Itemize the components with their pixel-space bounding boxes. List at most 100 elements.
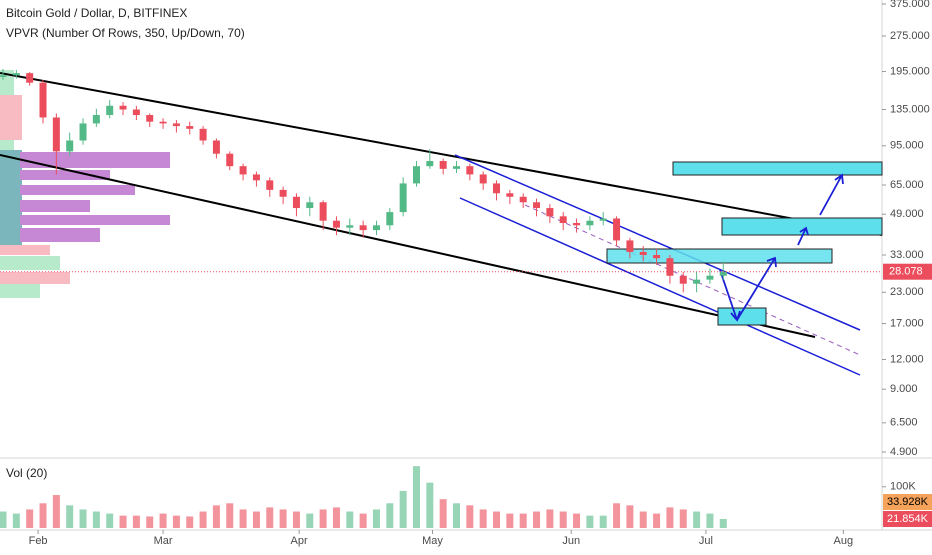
y-tick-label: 33.000: [890, 249, 924, 261]
last-price-box: [883, 263, 932, 280]
volume-bar: [279, 509, 287, 528]
volume-bar: [79, 509, 87, 528]
candle-body: [479, 174, 487, 184]
candle-body: [706, 275, 714, 280]
candle-body: [106, 105, 114, 116]
x-tick-label: Feb: [29, 535, 48, 547]
y-tick-label: 195.000: [890, 65, 930, 77]
candle-body: [239, 166, 247, 175]
candle-body: [586, 220, 594, 226]
volume-bar: [599, 515, 607, 528]
x-tick-label: May: [422, 535, 443, 547]
volume-last-label: 21.854K: [887, 513, 929, 525]
candle-body: [132, 109, 140, 116]
volume-bar: [506, 513, 514, 528]
volume-bar: [266, 507, 274, 528]
drawings: [0, 72, 883, 376]
volume-bar: [12, 513, 20, 528]
volume-bar: [386, 503, 394, 528]
volume-bar: [399, 490, 407, 528]
candle-body: [172, 123, 180, 127]
volume-last-box: [883, 510, 932, 527]
volume-bar: [453, 503, 461, 528]
candle-body: [332, 220, 340, 228]
candle-body: [372, 225, 380, 231]
volume-bar: [132, 515, 140, 528]
volume-bar: [573, 513, 581, 528]
candle-body: [292, 196, 300, 209]
volume-bar: [186, 516, 194, 528]
x-tick-label: Apr: [291, 535, 308, 547]
volume-bar: [26, 509, 34, 528]
x-tick-label: Mar: [154, 535, 173, 547]
y-tick-label: 375.000: [890, 0, 930, 10]
candle-body: [399, 183, 407, 213]
volume-bar: [719, 518, 727, 528]
candle-body: [252, 174, 260, 181]
volume-bar: [92, 511, 100, 528]
candle-body: [653, 255, 661, 259]
candle-body: [39, 82, 47, 118]
volume-ma-label: 33.928K: [887, 496, 929, 508]
volume-bar: [493, 511, 501, 528]
volume-bar: [39, 503, 47, 528]
y-tick-label: 4.900: [890, 446, 918, 458]
volume-bar: [292, 511, 300, 528]
candle-body: [613, 218, 621, 241]
volume-bar: [533, 511, 541, 528]
candle-body: [519, 196, 527, 203]
candle-body: [426, 161, 434, 167]
x-tick-label: Jul: [699, 535, 713, 547]
candle-body: [626, 240, 634, 252]
volume-bar: [52, 495, 60, 528]
volume-bar: [559, 511, 567, 528]
volume-bar: [519, 513, 527, 528]
y-tick-label: 12.000: [890, 353, 924, 365]
volume-bar: [226, 503, 234, 528]
y-tick-label: 275.000: [890, 30, 930, 42]
candle-body: [666, 258, 674, 276]
volume-bar: [306, 513, 314, 528]
candle-body: [412, 166, 420, 184]
candle-body: [679, 275, 687, 284]
volume-bar: [466, 505, 474, 528]
x-tick-label: Aug: [834, 535, 854, 547]
candle-body: [466, 166, 474, 175]
chart-title: Bitcoin Gold / Dollar, D, BITFINEX: [6, 6, 187, 20]
candle-body: [506, 193, 514, 197]
volume-bar: [212, 505, 220, 528]
volume-bar: [706, 513, 714, 528]
volume-bar: [639, 511, 647, 528]
volume-bar: [586, 515, 594, 528]
volume-bar: [332, 507, 340, 528]
volume-bar: [479, 509, 487, 528]
candle-body: [266, 180, 274, 190]
volume-bar: [426, 482, 434, 528]
volume-bar: [359, 513, 367, 528]
candle-body: [212, 140, 220, 154]
panel-frame: [0, 0, 932, 531]
y-tick-label: 23.000: [890, 286, 924, 298]
candle-body: [533, 202, 541, 209]
candle-body: [79, 123, 87, 141]
y-tick-label: 65.000: [890, 179, 924, 191]
candle-body: [573, 222, 581, 226]
volume-tick-label: 100K: [890, 481, 916, 493]
volume-bar: [613, 503, 621, 528]
candle-body: [199, 128, 207, 141]
y-tick-label: 135.000: [890, 103, 930, 115]
candle-body: [493, 183, 501, 194]
volume-bar: [372, 509, 380, 528]
candle-body: [92, 115, 100, 124]
candle-body: [26, 73, 34, 83]
candle-body: [453, 166, 461, 169]
candle-body: [306, 202, 314, 209]
x-tick-label: Jun: [562, 535, 580, 547]
volume-bar: [146, 516, 154, 528]
volume-bar: [546, 509, 554, 528]
candle-body: [159, 121, 167, 124]
volume-bar: [106, 513, 114, 528]
volume-bar: [319, 509, 327, 528]
